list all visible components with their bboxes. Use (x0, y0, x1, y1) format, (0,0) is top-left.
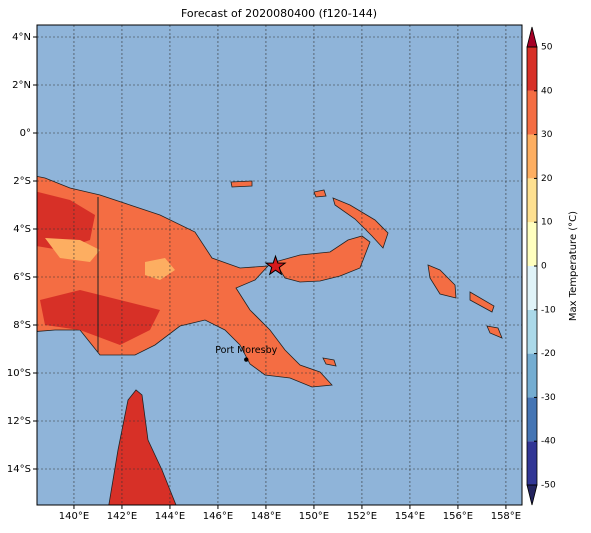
colorbar-band (527, 441, 537, 485)
y-tick-label: 8°S (13, 320, 31, 331)
colorbar-band (527, 178, 537, 223)
map-frame (36, 24, 523, 506)
x-tick-label: 158°E (491, 511, 521, 522)
colorbar-band (527, 134, 537, 179)
colorbar-label: Max Temperature (°C) (568, 211, 579, 321)
colorbar-tick-label: -50 (541, 481, 556, 491)
x-tick-label: 140°E (59, 511, 89, 522)
colorbar-band (527, 222, 537, 266)
new-britain (274, 235, 371, 283)
x-tick-label: 154°E (395, 511, 425, 522)
colorbar-band (527, 353, 537, 398)
x-tick-label: 152°E (347, 511, 377, 522)
new-ireland (332, 197, 389, 249)
solomon-island (469, 291, 495, 313)
y-tick-label: 2°S (13, 176, 31, 187)
land-mild (45, 238, 100, 262)
star-marker (264, 254, 287, 276)
colorbar-tick-label: 0 (541, 262, 547, 272)
colorbar-band (527, 90, 537, 135)
colorbar-under (526, 484, 538, 506)
grid (37, 25, 522, 505)
colorbar-band (527, 266, 537, 310)
x-tick-label: 142°E (107, 511, 137, 522)
colorbar-tick-label: 10 (541, 218, 553, 228)
y-tick-label: 6°S (13, 272, 31, 283)
city-marker (244, 357, 249, 362)
land-warm (37, 191, 95, 250)
colorbar-tick-label: 40 (541, 86, 553, 96)
colorbar-band (527, 309, 537, 354)
y-tick-label: 2°N (12, 80, 31, 91)
y-tick-label: 4°S (13, 224, 31, 235)
colorbar-tick-label: -30 (541, 393, 556, 403)
colorbar-band (527, 397, 537, 442)
manus (230, 180, 253, 188)
land-warm (40, 290, 160, 345)
colorbar-tick-label: 20 (541, 174, 553, 184)
chart-title: Forecast of 2020080400 (f120-144) (181, 7, 377, 20)
colorbar-tick-label: -40 (541, 437, 556, 447)
bougainville (427, 264, 457, 299)
y-tick-label: 14°S (7, 464, 31, 475)
x-tick-label: 144°E (155, 511, 185, 522)
colorbar-tick-label: 30 (541, 130, 553, 140)
colorbar-tick-label: 50 (541, 43, 553, 53)
island (313, 189, 327, 198)
solomon-island (486, 325, 503, 339)
land-mild (145, 258, 175, 280)
colorbar-band (527, 47, 537, 91)
y-tick-label: 4°N (12, 32, 31, 43)
colorbar-tick-label: -20 (541, 349, 556, 359)
colorbar-over (526, 26, 538, 48)
island (322, 357, 337, 367)
x-tick-label: 150°E (299, 511, 329, 522)
y-tick-label: 12°S (7, 416, 31, 427)
colorbar-tick-label: -10 (541, 305, 556, 315)
x-tick-label: 146°E (203, 511, 233, 522)
y-tick-label: 0° (20, 128, 31, 139)
x-tick-label: 148°E (251, 511, 281, 522)
x-tick-label: 156°E (443, 511, 473, 522)
y-tick-label: 10°S (7, 368, 31, 379)
cape-york (108, 389, 177, 505)
city-label: Port Moresby (215, 345, 277, 356)
